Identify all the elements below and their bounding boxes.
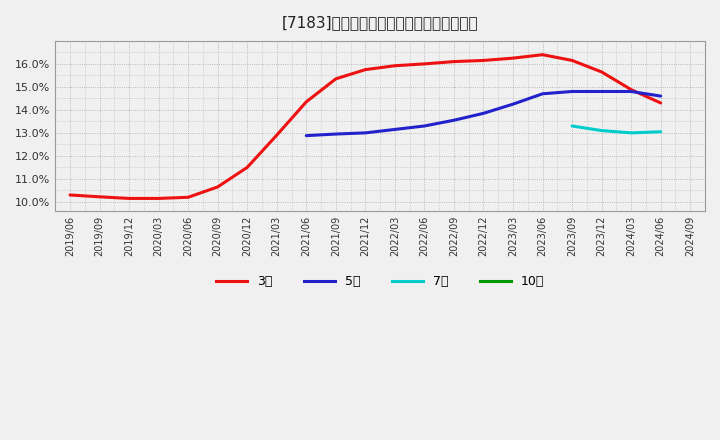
Title: [7183]　経常利益マージンの平均値の推移: [7183] 経常利益マージンの平均値の推移: [282, 15, 478, 30]
Legend: 3年, 5年, 7年, 10年: 3年, 5年, 7年, 10年: [211, 270, 549, 293]
